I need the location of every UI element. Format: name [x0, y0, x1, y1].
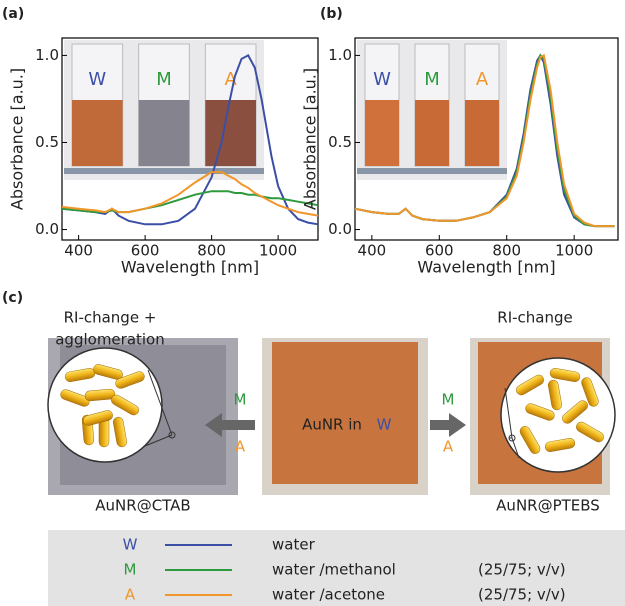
inset-rail [357, 168, 507, 174]
legend-solvent: water [272, 536, 316, 554]
cuvette-liquid [72, 100, 123, 166]
legend-symbol: M [124, 561, 137, 579]
y-tick-label: 0.5 [35, 133, 59, 151]
plot-frame [61, 37, 319, 241]
x-tick-label: 600 [425, 242, 454, 260]
legend-symbol: W [123, 536, 138, 554]
series-line [354, 53, 615, 228]
x-tick-label: 1000 [259, 242, 297, 260]
legend-solvent: water /acetone [272, 586, 385, 604]
x-tick-label: 400 [358, 242, 387, 260]
cuvette-liquid [415, 100, 449, 166]
caption: RI-change [497, 309, 572, 327]
zoom-line [511, 437, 520, 459]
sample-label: AuNR@PTEBS [496, 497, 600, 515]
legend-table-bg [48, 530, 625, 606]
panel-label: (a) [2, 6, 24, 22]
x-tick-label: 800 [492, 242, 521, 260]
caption: RI-change + [64, 309, 157, 327]
nanorod [576, 421, 604, 443]
nanorod [115, 371, 145, 389]
series-line [61, 190, 319, 214]
nanorod [113, 416, 127, 448]
nanorod [562, 400, 588, 424]
panel-label: (c) [2, 290, 23, 306]
x-tick-label: 400 [64, 242, 93, 260]
legend-ratio: (25/75; v/v) [478, 561, 566, 579]
y-tick-label: 0.5 [328, 133, 352, 151]
inset-rail [64, 168, 264, 174]
arrow-left [205, 413, 255, 437]
series-line [61, 171, 319, 217]
y-axis-label: Absorbance [a.u.] [8, 68, 27, 210]
x-tick-label: 1000 [555, 242, 593, 260]
zoom-line [147, 369, 173, 436]
y-tick-label: 0.0 [328, 220, 352, 238]
zoom-line [144, 434, 173, 447]
x-axis-label: Wavelength [nm] [417, 258, 555, 277]
inset-label: A [476, 69, 489, 90]
zoom-line [504, 387, 513, 439]
nanorod [516, 374, 544, 396]
x-tick-label: 600 [131, 242, 160, 260]
caption: agglomeration [55, 331, 165, 349]
nanorod [83, 410, 113, 426]
nanorod [525, 403, 555, 421]
arrow-label: A [235, 438, 246, 456]
y-tick-label: 0.0 [35, 220, 59, 238]
inset-label: A [225, 69, 238, 90]
y-axis-label: Absorbance [a.u.] [301, 68, 320, 210]
photo-center-liquid [272, 342, 418, 484]
inset-label: M [156, 69, 172, 90]
nanorod [111, 394, 139, 416]
plot-frame [354, 37, 619, 241]
nanorod [93, 364, 123, 380]
panel-label: (b) [320, 6, 343, 22]
arrow-label: M [234, 391, 247, 409]
nanorod [548, 379, 562, 411]
cuvette-liquid [365, 100, 399, 166]
cuvette-liquid [465, 100, 499, 166]
arrow-label: A [443, 438, 454, 456]
zoom-point [168, 431, 176, 439]
center-text: AuNR in [302, 416, 362, 434]
arrow-right [430, 413, 466, 437]
inset-label: W [88, 69, 106, 90]
legend-solvent: water /methanol [272, 561, 396, 579]
nanorod [84, 388, 116, 402]
sample-label: AuNR@CTAB [95, 497, 190, 515]
zoom-point [508, 434, 516, 442]
x-axis-label: Wavelength [nm] [121, 258, 259, 277]
cuvette-liquid [138, 100, 190, 166]
legend-symbol: A [125, 586, 136, 604]
inset-label: M [424, 69, 440, 90]
legend-ratio: (25/75; v/v) [478, 586, 566, 604]
center-solvent: W [377, 416, 392, 434]
nanorod [544, 438, 576, 452]
cuvette-liquid [205, 100, 256, 166]
nanorod [519, 426, 541, 454]
nanorod [581, 377, 599, 407]
y-tick-label: 1.0 [35, 46, 59, 64]
y-tick-label: 1.0 [328, 46, 352, 64]
nanorod [60, 389, 90, 407]
inset-label: W [373, 69, 391, 90]
nanorod [549, 368, 581, 382]
x-tick-label: 800 [197, 242, 226, 260]
arrow-label: M [442, 391, 455, 409]
